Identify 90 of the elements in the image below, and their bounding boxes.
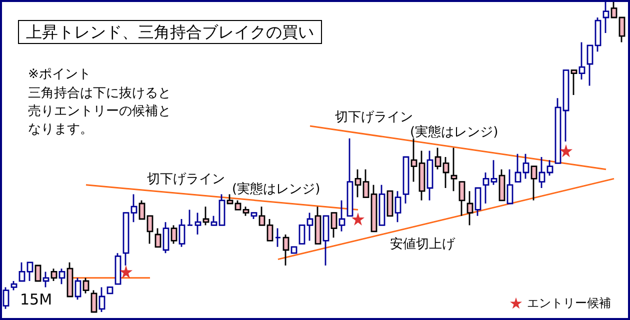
candlestick (490, 159, 498, 186)
candlestick (362, 168, 370, 198)
candlestick (10, 280, 18, 291)
candlestick (2, 286, 10, 310)
candlestick (546, 159, 554, 176)
candlestick (282, 234, 290, 266)
candlestick (178, 218, 186, 248)
candlestick (602, 2, 610, 34)
annotation: (実態はレンジ) (410, 124, 498, 140)
annotation: 切下げライン (147, 172, 225, 187)
candlestick (410, 138, 418, 182)
candlestick (298, 224, 306, 244)
candlestick (210, 215, 218, 226)
candlestick (18, 262, 26, 282)
annotation: なります。 (28, 122, 93, 137)
candlestick (426, 150, 434, 202)
candlestick (586, 44, 594, 86)
candlestick (562, 70, 570, 142)
annotation: 売りエントリーの候補と (28, 104, 171, 119)
candlestick (34, 264, 42, 282)
candlestick (402, 156, 410, 204)
annotation: (実態はレンジ) (232, 181, 320, 197)
candlestick (474, 187, 482, 217)
candlestick (370, 184, 378, 232)
candlestick (514, 153, 522, 182)
candlestick (386, 190, 394, 217)
candlestick (226, 194, 234, 204)
candlestick (234, 200, 242, 210)
candlestick (594, 16, 602, 52)
candlestick (418, 150, 426, 202)
annotation: 三角持合は下に抜けると (28, 86, 171, 101)
candlestick (250, 212, 258, 220)
candlestick (146, 215, 154, 244)
candlestick (522, 153, 530, 180)
candlestick (130, 194, 138, 223)
annotation: ※ポイント (28, 67, 91, 82)
candlestick (458, 181, 466, 217)
candlestick (330, 212, 338, 238)
candlestick (346, 138, 354, 217)
candlestick (466, 190, 474, 226)
candlestick (202, 206, 210, 226)
candlestick (42, 271, 50, 288)
annotation: 安値切上げ (390, 236, 456, 252)
candlestick (82, 277, 90, 294)
candlestick (50, 268, 58, 282)
candlestick (274, 228, 282, 248)
candlestick (122, 212, 130, 266)
candlestick (258, 206, 266, 226)
candlestick (98, 286, 106, 313)
candlestick (106, 286, 114, 294)
candlestick (530, 166, 538, 202)
candlestick (290, 246, 298, 254)
text: 上昇トレンド、三角持合ブレイクの買い (26, 22, 314, 42)
candlestick (162, 221, 170, 254)
candlestick (498, 168, 506, 202)
candlestick (322, 215, 330, 266)
candlestick (450, 147, 458, 192)
candlestick (90, 290, 98, 313)
candlestick (354, 168, 362, 198)
candlestick (58, 268, 66, 285)
candlestick (378, 184, 386, 226)
annotation: 切下げライン (335, 110, 413, 125)
annotation: 15M (20, 290, 52, 308)
legend-label: エントリー候補 (527, 296, 611, 310)
candlestick (314, 206, 322, 244)
candlestick (186, 209, 194, 226)
candlestick (66, 262, 74, 298)
candlestick (506, 168, 514, 204)
candlestick (74, 277, 82, 300)
candlestick (482, 172, 490, 204)
candlestick (138, 200, 146, 220)
candlestick (538, 156, 546, 189)
candlestick (194, 212, 202, 236)
candlestick (154, 228, 162, 248)
candlestick (570, 70, 578, 96)
candlestick (306, 212, 314, 242)
candlestick (554, 97, 562, 164)
candlestick (578, 42, 586, 80)
candlestick (170, 224, 178, 244)
candlestick (218, 194, 226, 226)
candlestick (242, 206, 250, 217)
candlestick (26, 262, 34, 282)
candlestick (434, 147, 442, 170)
candlestick (114, 252, 122, 285)
candlestick (610, 2, 618, 18)
candlestick (394, 190, 402, 223)
candlestick (618, 16, 626, 43)
candlestick (338, 200, 346, 232)
candlestick (266, 218, 274, 242)
candlestick (442, 156, 450, 189)
